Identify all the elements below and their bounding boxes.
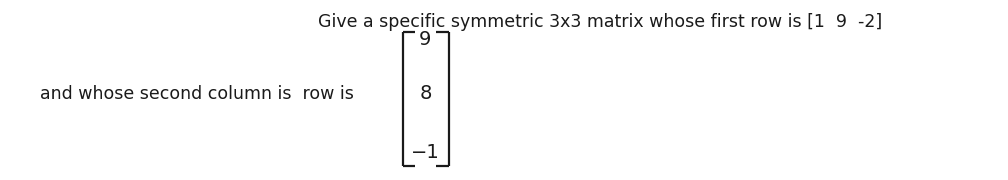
Text: 9: 9 — [419, 30, 431, 49]
Text: 8: 8 — [419, 84, 431, 103]
Text: and whose second column is  row is: and whose second column is row is — [39, 85, 354, 103]
Text: Give a specific symmetric 3x3 matrix whose first row is [1  9  -2]: Give a specific symmetric 3x3 matrix who… — [318, 13, 882, 31]
Text: −1: −1 — [411, 143, 439, 163]
